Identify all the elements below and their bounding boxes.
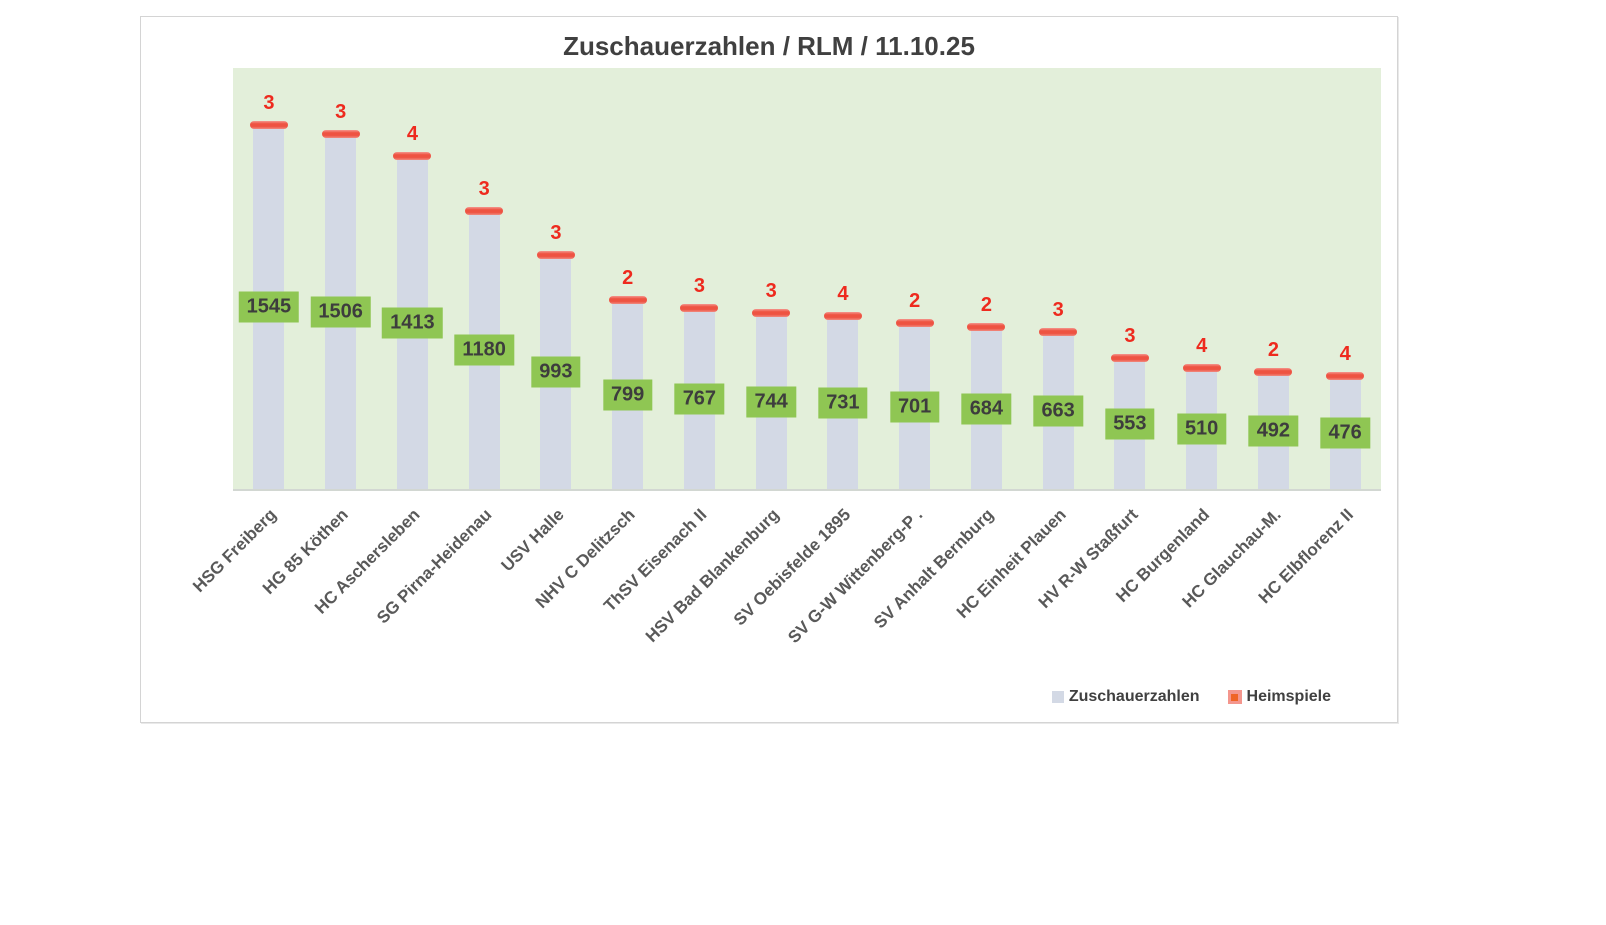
x-axis-category-label: SV G-W Wittenberg-P . <box>784 505 927 647</box>
heimspiele-count-label: 2 <box>622 267 634 290</box>
x-axis-category-label: SV Anhalt Bernburg <box>870 505 998 633</box>
value-label: 1506 <box>310 296 371 328</box>
legend: Zuschauerzahlen Heimspiele <box>1051 688 1331 706</box>
x-axis-category-label: HC Einheit Plauen <box>952 505 1070 622</box>
value-label: 492 <box>1248 415 1299 447</box>
value-label: 553 <box>1105 408 1155 440</box>
x-axis-category-label: SG Pirna-Heidenau <box>373 505 496 628</box>
x-axis-category-label: HC Elbflorenz II <box>1254 505 1357 608</box>
marker-swatch-icon <box>1227 690 1242 704</box>
heimspiele-marker-icon <box>1326 372 1365 381</box>
heimspiele-marker-icon <box>1110 354 1149 363</box>
heimspiele-count-label: 3 <box>478 177 490 200</box>
heimspiele-marker-icon <box>393 151 432 160</box>
heimspiele-marker-icon <box>1254 368 1293 377</box>
value-label: 799 <box>602 379 653 411</box>
x-axis-category-label: HSV Bad Blankenburg <box>641 505 783 647</box>
value-label: 510 <box>1176 413 1227 445</box>
legend-label-heimspiele: Heimspiele <box>1246 688 1331 705</box>
heimspiele-marker-icon <box>967 323 1006 332</box>
x-axis-category-label: SV Oebisfelde 1895 <box>729 505 855 630</box>
chart-title: Zuschauerzahlen / RLM / 11.10.25 <box>563 31 975 61</box>
heimspiele-marker-icon <box>608 296 647 305</box>
x-axis-category-label: NHV C Delitzsch <box>532 505 640 612</box>
heimspiele-marker-icon <box>1039 328 1078 337</box>
heimspiele-count-label: 2 <box>909 290 921 313</box>
x-axis-category-label: HV R-W Staßfurt <box>1034 505 1142 612</box>
heimspiele-count-label: 4 <box>837 283 849 306</box>
value-label: 476 <box>1320 417 1370 449</box>
plot-area: 3 1545 3 1506 4 1413 3 1180 3 993 2 799 3 767 3 744 4 731… <box>233 68 1381 491</box>
x-axis-category-label: HC Glauchau-M. <box>1178 505 1285 612</box>
value-label: 744 <box>746 386 796 418</box>
value-label: 1180 <box>454 334 514 366</box>
value-label: 1545 <box>238 291 300 323</box>
x-axis-category-label: HC Burgenland <box>1112 505 1214 606</box>
heimspiele-marker-icon <box>249 120 288 129</box>
x-axis-category-label: ThSV Eisenach II <box>600 505 711 616</box>
x-axis-category-label: HG 85 Köthen <box>259 505 353 598</box>
value-label: 993 <box>531 356 581 388</box>
heimspiele-count-label: 3 <box>1124 325 1136 348</box>
heimspiele-count-label: 3 <box>550 221 562 244</box>
heimspiele-marker-icon <box>752 309 791 318</box>
heimspiele-marker-icon <box>536 250 575 259</box>
value-label: 767 <box>674 383 725 415</box>
heimspiele-marker-icon <box>321 130 360 139</box>
heimspiele-marker-icon <box>895 319 934 328</box>
value-label: 731 <box>818 387 868 419</box>
chart-frame: Zuschauerzahlen / RLM / 11.10.25 3 1545 3 1… <box>140 16 1398 723</box>
value-label: 684 <box>961 393 1012 425</box>
heimspiele-count-label: 2 <box>980 294 992 317</box>
x-axis-category-label: HC Aschersleben <box>311 505 424 618</box>
heimspiele-count-label: 4 <box>1339 343 1351 366</box>
value-label: 701 <box>889 391 940 423</box>
value-label: 1413 <box>382 307 443 339</box>
bar-swatch-icon <box>1051 691 1064 703</box>
heimspiele-count-label: 3 <box>693 274 705 297</box>
heimspiele-count-label: 3 <box>335 101 347 124</box>
legend-label-zuschauerzahlen: Zuschauerzahlen <box>1068 688 1200 705</box>
heimspiele-count-label: 3 <box>1052 299 1064 322</box>
heimspiele-count-label: 4 <box>1196 335 1208 358</box>
heimspiele-marker-icon <box>823 312 862 321</box>
heimspiele-marker-icon <box>465 206 504 215</box>
heimspiele-marker-icon <box>1182 364 1221 373</box>
x-axis-category-label: HSG Freiberg <box>189 505 281 596</box>
legend-item-heimspiele: Heimspiele <box>1227 688 1331 706</box>
value-label: 663 <box>1033 395 1083 427</box>
heimspiele-count-label: 2 <box>1267 339 1279 362</box>
heimspiele-count-label: 4 <box>406 122 418 145</box>
x-axis-category-label: USV Halle <box>497 505 568 576</box>
heimspiele-count-label: 3 <box>765 280 777 303</box>
heimspiele-marker-icon <box>680 303 719 312</box>
heimspiele-count-label: 3 <box>263 91 275 114</box>
legend-item-zuschauerzahlen: Zuschauerzahlen <box>1051 688 1200 706</box>
